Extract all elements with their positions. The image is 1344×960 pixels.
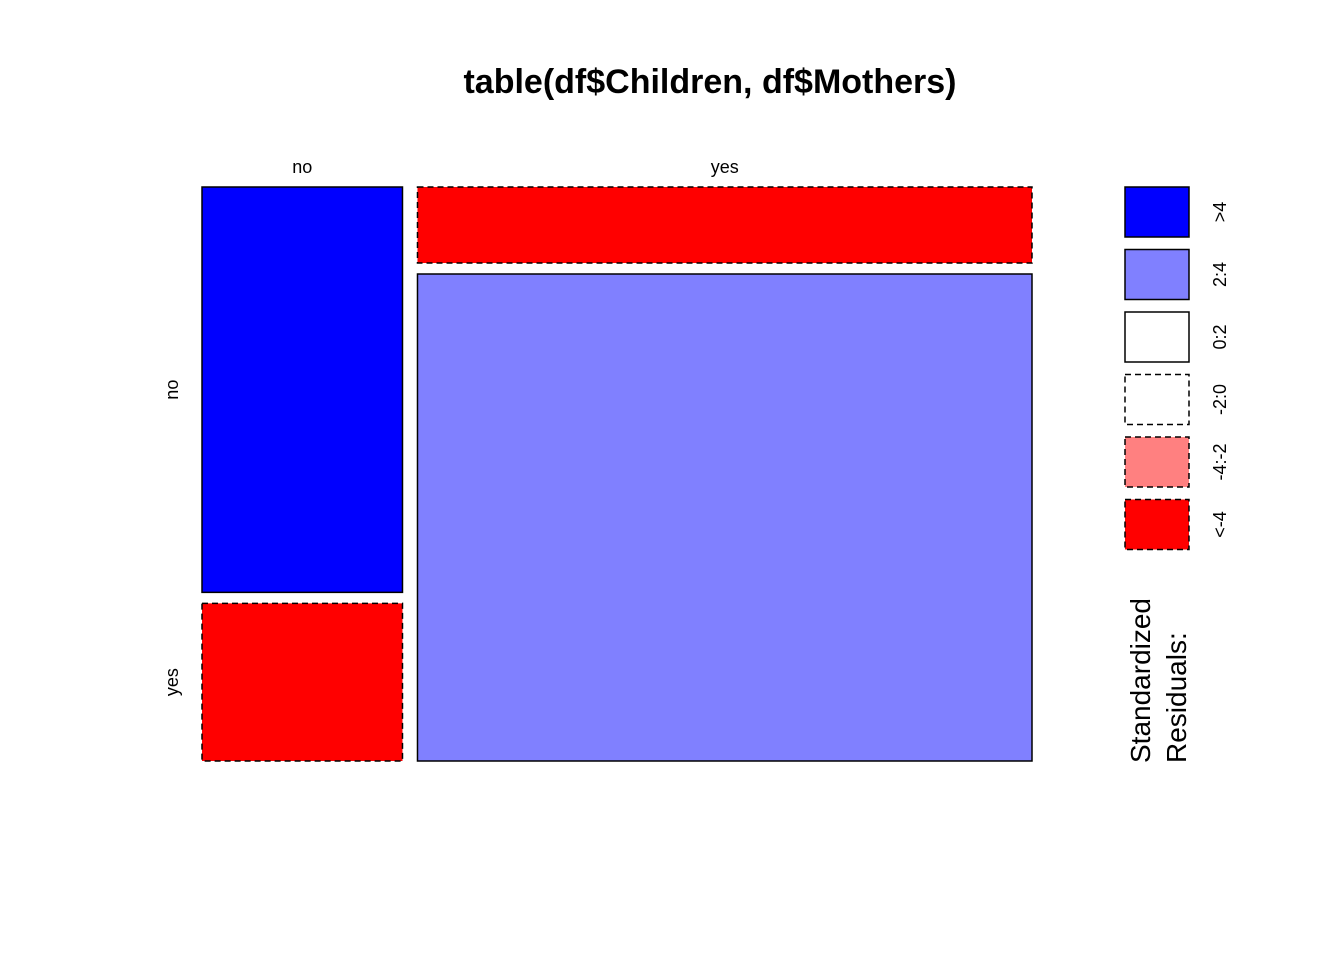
legend-label: 2:4 — [1210, 262, 1230, 287]
mosaic-cells — [201, 186, 1033, 762]
mosaic-cell-yes-no — [416, 186, 1033, 264]
mosaic-cell-no-no — [201, 186, 404, 594]
legend-title-line: Standardized — [1125, 598, 1156, 763]
mosaic-cell-yes-yes — [416, 273, 1033, 762]
residual-legend: >4 2:4 0:2 -2:0 -4:-2 <-4 — [1124, 186, 1230, 551]
legend-title-line: Residuals: — [1161, 632, 1192, 763]
chart-title: table(df$Children, df$Mothers) — [463, 63, 956, 101]
mosaic-cell-no-yes — [201, 602, 404, 762]
legend-swatch — [1124, 373, 1190, 426]
legend-swatch — [1124, 248, 1190, 301]
legend-swatch — [1124, 311, 1190, 363]
legend-label: <-4 — [1210, 511, 1230, 538]
row-level-labels: no yes — [162, 380, 182, 697]
legend-title: Standardized Residuals: — [1125, 598, 1192, 763]
row-level-label-no: no — [162, 380, 182, 400]
legend-swatch — [1124, 186, 1190, 238]
column-level-labels: no yes — [292, 157, 739, 177]
legend-label: -2:0 — [1210, 384, 1230, 415]
legend-label: >4 — [1210, 202, 1230, 223]
column-level-label-no: no — [292, 157, 312, 177]
legend-swatch — [1124, 498, 1190, 551]
legend-label: 0:2 — [1210, 324, 1230, 349]
row-level-label-yes: yes — [162, 668, 182, 696]
legend-swatch — [1124, 436, 1190, 488]
column-level-label-yes: yes — [711, 157, 739, 177]
legend-label: -4:-2 — [1210, 443, 1230, 480]
